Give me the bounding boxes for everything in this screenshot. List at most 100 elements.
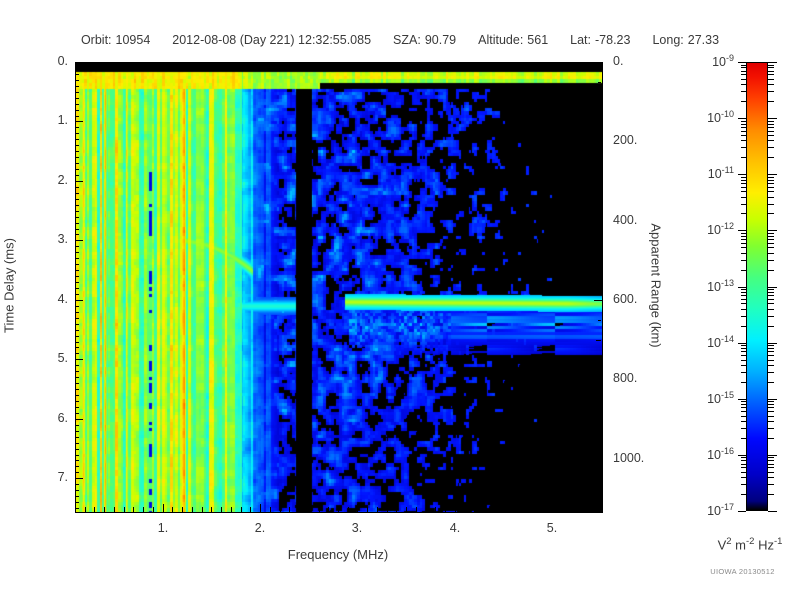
colorbar-minor-tick [741, 348, 746, 349]
x-axis-minor-tick [367, 507, 368, 512]
colorbar-minor-tick [768, 253, 774, 254]
colorbar-major-tick [768, 455, 777, 456]
colorbar-minor-tick [741, 295, 746, 296]
y-axis-minor-tick [75, 187, 79, 188]
y-axis-minor-tick [75, 169, 79, 170]
colorbar-minor-tick [768, 365, 774, 366]
colorbar-minor-tick [768, 140, 774, 141]
x-axis-top-tick [104, 62, 105, 67]
colorbar-minor-tick [741, 421, 746, 422]
colorbar-minor-tick [768, 457, 774, 458]
y2-axis-minor-tick [598, 121, 601, 122]
colorbar-major-tick [768, 287, 777, 288]
x-axis-top-tick [163, 62, 164, 70]
y-axis-title-time-delay: Time Delay (ms) [1, 237, 17, 333]
colorbar-minor-tick [741, 372, 746, 373]
x-axis-top-tick [348, 62, 349, 67]
colorbar-minor-tick [768, 91, 774, 92]
y-axis-major-tick [75, 240, 83, 241]
x-axis-top-tick [357, 62, 358, 70]
colorbar-minor-tick [741, 316, 746, 317]
header-value-long: 27.33 [687, 33, 720, 47]
y2-axis-major-tick [594, 141, 602, 142]
y-axis-minor-tick [75, 68, 79, 69]
y-axis-tick-label: 5. [57, 351, 68, 365]
x-axis-minor-tick [504, 507, 505, 512]
x-axis-top-tick [309, 62, 310, 67]
x-axis-top-tick [211, 62, 212, 67]
colorbar-minor-tick [741, 382, 746, 383]
colorbar-tick-label: 10-9 [712, 53, 734, 70]
colorbar-minor-tick [741, 477, 746, 478]
colorbar-major-tick [768, 399, 777, 400]
x-axis-top-tick [523, 62, 524, 67]
colorbar-minor-tick [741, 197, 746, 198]
x-axis-minor-tick [484, 507, 485, 512]
colorbar-minor-tick [768, 460, 774, 461]
x-axis-major-tick [552, 504, 553, 512]
colorbar-minor-tick [741, 204, 746, 205]
colorbar-minor-tick [741, 401, 746, 402]
x-axis-minor-tick [582, 507, 583, 512]
colorbar-minor-tick [768, 416, 774, 417]
colorbar-minor-tick [768, 464, 774, 465]
x-axis-top-tick [172, 62, 173, 67]
colorbar-minor-tick [768, 147, 774, 148]
y-axis-minor-tick [75, 288, 79, 289]
colorbar-minor-tick [741, 472, 746, 473]
x-axis-minor-tick [416, 507, 417, 512]
x-axis-top-tick [387, 62, 388, 67]
y-axis-tick-label: 6. [57, 411, 68, 425]
colorbar-minor-tick [741, 131, 746, 132]
y2-axis-minor-tick [598, 201, 601, 202]
colorbar-minor-tick [768, 135, 774, 136]
radargram-plot-area [75, 62, 603, 513]
header-value-altitude: 561 [527, 33, 549, 47]
colorbar-minor-tick [768, 71, 774, 72]
colorbar-minor-tick [741, 140, 746, 141]
x-axis-minor-tick [562, 507, 563, 512]
x-axis-top-tick [182, 62, 183, 67]
y2-axis-minor-tick [596, 419, 601, 420]
colorbar-tick-label: 10-12 [707, 221, 734, 238]
colorbar-minor-tick [741, 135, 746, 136]
x-axis-top-tick [601, 62, 602, 67]
x-axis-minor-tick [543, 507, 544, 512]
x-axis-minor-tick [75, 507, 76, 512]
header-value-lat: -78.23 [595, 33, 631, 47]
colorbar-minor-tick [741, 157, 746, 158]
colorbar-minor-tick [768, 233, 774, 234]
colorbar-minor-tick [741, 464, 746, 465]
colorbar-minor-tick [741, 270, 746, 271]
y2-axis-tick-label: 400. [613, 213, 638, 227]
y-axis-minor-tick [75, 431, 79, 432]
x-axis-top-tick [591, 62, 592, 67]
colorbar-minor-tick [741, 233, 746, 234]
colorbar-minor-tick [768, 67, 774, 68]
colorbar-minor-tick [741, 292, 746, 293]
y-axis-minor-tick [75, 437, 79, 438]
y-axis-minor-tick [75, 502, 79, 503]
y-axis-minor-tick [75, 98, 79, 99]
colorbar-units-label: V2 m-2 Hz-1 [717, 536, 783, 553]
colorbar-minor-tick [768, 484, 774, 485]
y-axis-minor-tick [75, 318, 79, 319]
x-axis-tick-label: 1. [157, 521, 169, 535]
header-field-long: Long: 27.33 [652, 33, 719, 47]
colorbar-minor-tick [768, 404, 774, 405]
y-axis-minor-tick [75, 389, 79, 390]
header-field-timestamp: 2012-08-08 (Day 221) 12:32:55.085 [172, 33, 371, 47]
x-axis-minor-tick [465, 507, 466, 512]
y2-axis-major-tick [594, 300, 602, 301]
colorbar-minor-tick [768, 121, 774, 122]
y-axis-minor-tick [75, 139, 79, 140]
x-axis-top-tick [445, 62, 446, 67]
x-axis-minor-tick [523, 507, 524, 512]
colorbar-minor-tick [741, 289, 746, 290]
y-axis-minor-tick [75, 413, 79, 414]
colorbar-minor-tick [768, 289, 774, 290]
y-axis-minor-tick [75, 460, 79, 461]
x-axis-top-tick [338, 62, 339, 67]
y2-axis-minor-tick [598, 478, 601, 479]
x-axis-minor-tick [172, 507, 173, 512]
